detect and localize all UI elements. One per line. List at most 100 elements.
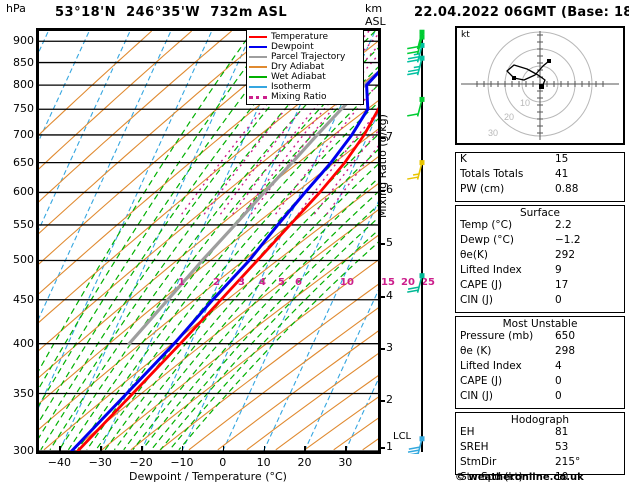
data-row-value: 81 [555,426,569,438]
data-row-value: 17 [555,279,569,291]
copyright-label: © weatheronline.co.uk [455,472,584,483]
mixing-ratio-label-1: 1 [178,277,185,288]
legend-swatch-icon [249,95,267,99]
km-tick-5: 5 [386,236,393,249]
mixing-ratio-label-15: 15 [381,277,395,288]
legend-swatch-icon [249,56,267,58]
legend-item-dry-adiabat: Dry Adiabat [249,62,360,72]
surface-panel: Surface Temp (°C) 2.2 Dewp (°C) −1.2 θe(K) 292… [455,205,625,313]
hodograph-panel: kt 10 20 30 [455,26,625,145]
legend-item-dewpoint: Dewpoint [249,42,360,52]
wind-barb [407,34,425,55]
wind-barb [407,273,425,293]
data-row-key: CIN (J) [460,294,493,306]
temperature-tick-30: 30 [338,456,353,469]
pressure-tick-600: 600 [13,185,34,199]
km-tick-4: 4 [386,289,393,302]
data-row-value: 298 [555,345,576,357]
hodograph-svg: 10 20 30 [461,31,619,140]
data-row: Lifted Index 4 [456,360,624,375]
x-axis-title: Dewpoint / Temperature (°C) [129,470,287,483]
data-row: θe(K) 292 [456,249,624,264]
data-row-key: Pressure (mb) [460,330,534,342]
legend-swatch-icon [249,76,267,78]
data-row-value: 292 [555,249,576,261]
data-row: Totals Totals 41 [456,168,624,183]
data-row-value: 215° [555,456,581,468]
data-row: θe (K) 298 [456,345,624,360]
indices-panel: K 15 Totals Totals 41 PW (cm) 0.88 [455,152,625,202]
skewt-svg [39,31,378,451]
legend-swatch-icon [249,86,267,88]
data-row: PW (cm) 0.88 [456,183,624,198]
wind-barb-svg [407,29,425,456]
height-unit-label-asl: ASL [365,15,386,28]
data-row-value: 0 [555,294,562,306]
data-row: CAPE (J) 17 [456,279,624,294]
data-row-key: CIN (J) [460,390,493,402]
km-tickmark-6 [378,190,385,192]
datetime-title: 22.04.2022 06GMT (Base: 18) [414,5,629,20]
legend: Temperature Dewpoint Parcel Trajectory Dry … [246,29,364,105]
hodograph-unit-label: kt [461,30,470,40]
data-row-key: PW (cm) [460,183,505,195]
km-tick-3: 3 [386,341,393,354]
mixing-ratio-label-3: 3 [238,277,245,288]
data-row: StmDir 215° [456,456,624,471]
pressure-tick-300: 300 [13,444,34,457]
wind-barb [407,96,425,117]
temperature-tickmark--30 [100,446,102,454]
temperature-tickmark--10 [181,446,184,454]
pressure-tick-350: 350 [13,386,34,400]
legend-swatch-icon [249,36,267,38]
data-row-value: 41 [555,168,569,180]
data-row: CIN (J) 0 [456,294,624,309]
data-row-value: 2.2 [555,219,572,231]
data-row-key: CAPE (J) [460,279,503,291]
data-row: CIN (J) 0 [456,390,624,405]
legend-label: Mixing Ratio [271,92,327,102]
data-row-key: Lifted Index [460,360,522,372]
data-row-key: StmDir [460,456,497,468]
pressure-tick-800: 800 [13,78,34,92]
data-row-key: SREH [460,441,489,453]
legend-label: Dewpoint [271,42,314,52]
data-row-key: θe(K) [460,249,488,261]
data-row-value: 0 [555,375,562,387]
legend-label: Temperature [271,32,329,42]
temperature-tick-0: 0 [219,456,227,469]
legend-label: Wet Adiabat [271,72,326,82]
wind-barb [407,29,425,50]
km-tickmark-3 [378,348,385,350]
lcl-label: LCL [393,431,412,442]
temperature-tickmark-20 [304,446,306,454]
pressure-tick-400: 400 [13,336,34,350]
km-tickmark-5 [378,243,385,245]
km-tickmark-7 [378,137,385,139]
hodograph-stats-panel: Hodograph EH 81 SREH 53 StmDir 215° StmSpd (kt)… [455,412,625,483]
legend-item-wet-adiabat: Wet Adiabat [249,72,360,82]
temperature-tick-10: 10 [256,456,271,469]
data-row: CAPE (J) 0 [456,375,624,390]
hodograph-ring-label-10: 10 [520,98,530,108]
mixing-ratio-label-6: 6 [295,277,302,288]
legend-label: Dry Adiabat [271,62,325,72]
data-row-key: Dewp (°C) [460,234,514,246]
pressure-unit-label: hPa [6,2,26,15]
legend-label: Isotherm [271,82,311,92]
km-tick-6: 6 [386,183,393,196]
data-row-key: Lifted Index [460,264,522,276]
data-row-value: 15 [555,153,569,165]
data-row-value: 53 [555,441,569,453]
mixing-ratio-label-4: 4 [259,277,266,288]
temperature-tick--30: −30 [88,456,112,469]
height-unit-label-km: km [365,2,383,15]
mixing-ratio-label-25: 25 [421,277,435,288]
wind-barb-strip [398,28,446,456]
mixing-ratio-axis-label: Mixing Ratio (g/kg) [376,114,389,218]
data-row: Dewp (°C) −1.2 [456,234,624,249]
data-row-key: CAPE (J) [460,375,503,387]
data-row: Pressure (mb) 650 [456,330,624,345]
km-tickmark-2 [378,400,385,402]
data-row-key: Totals Totals [460,168,524,180]
